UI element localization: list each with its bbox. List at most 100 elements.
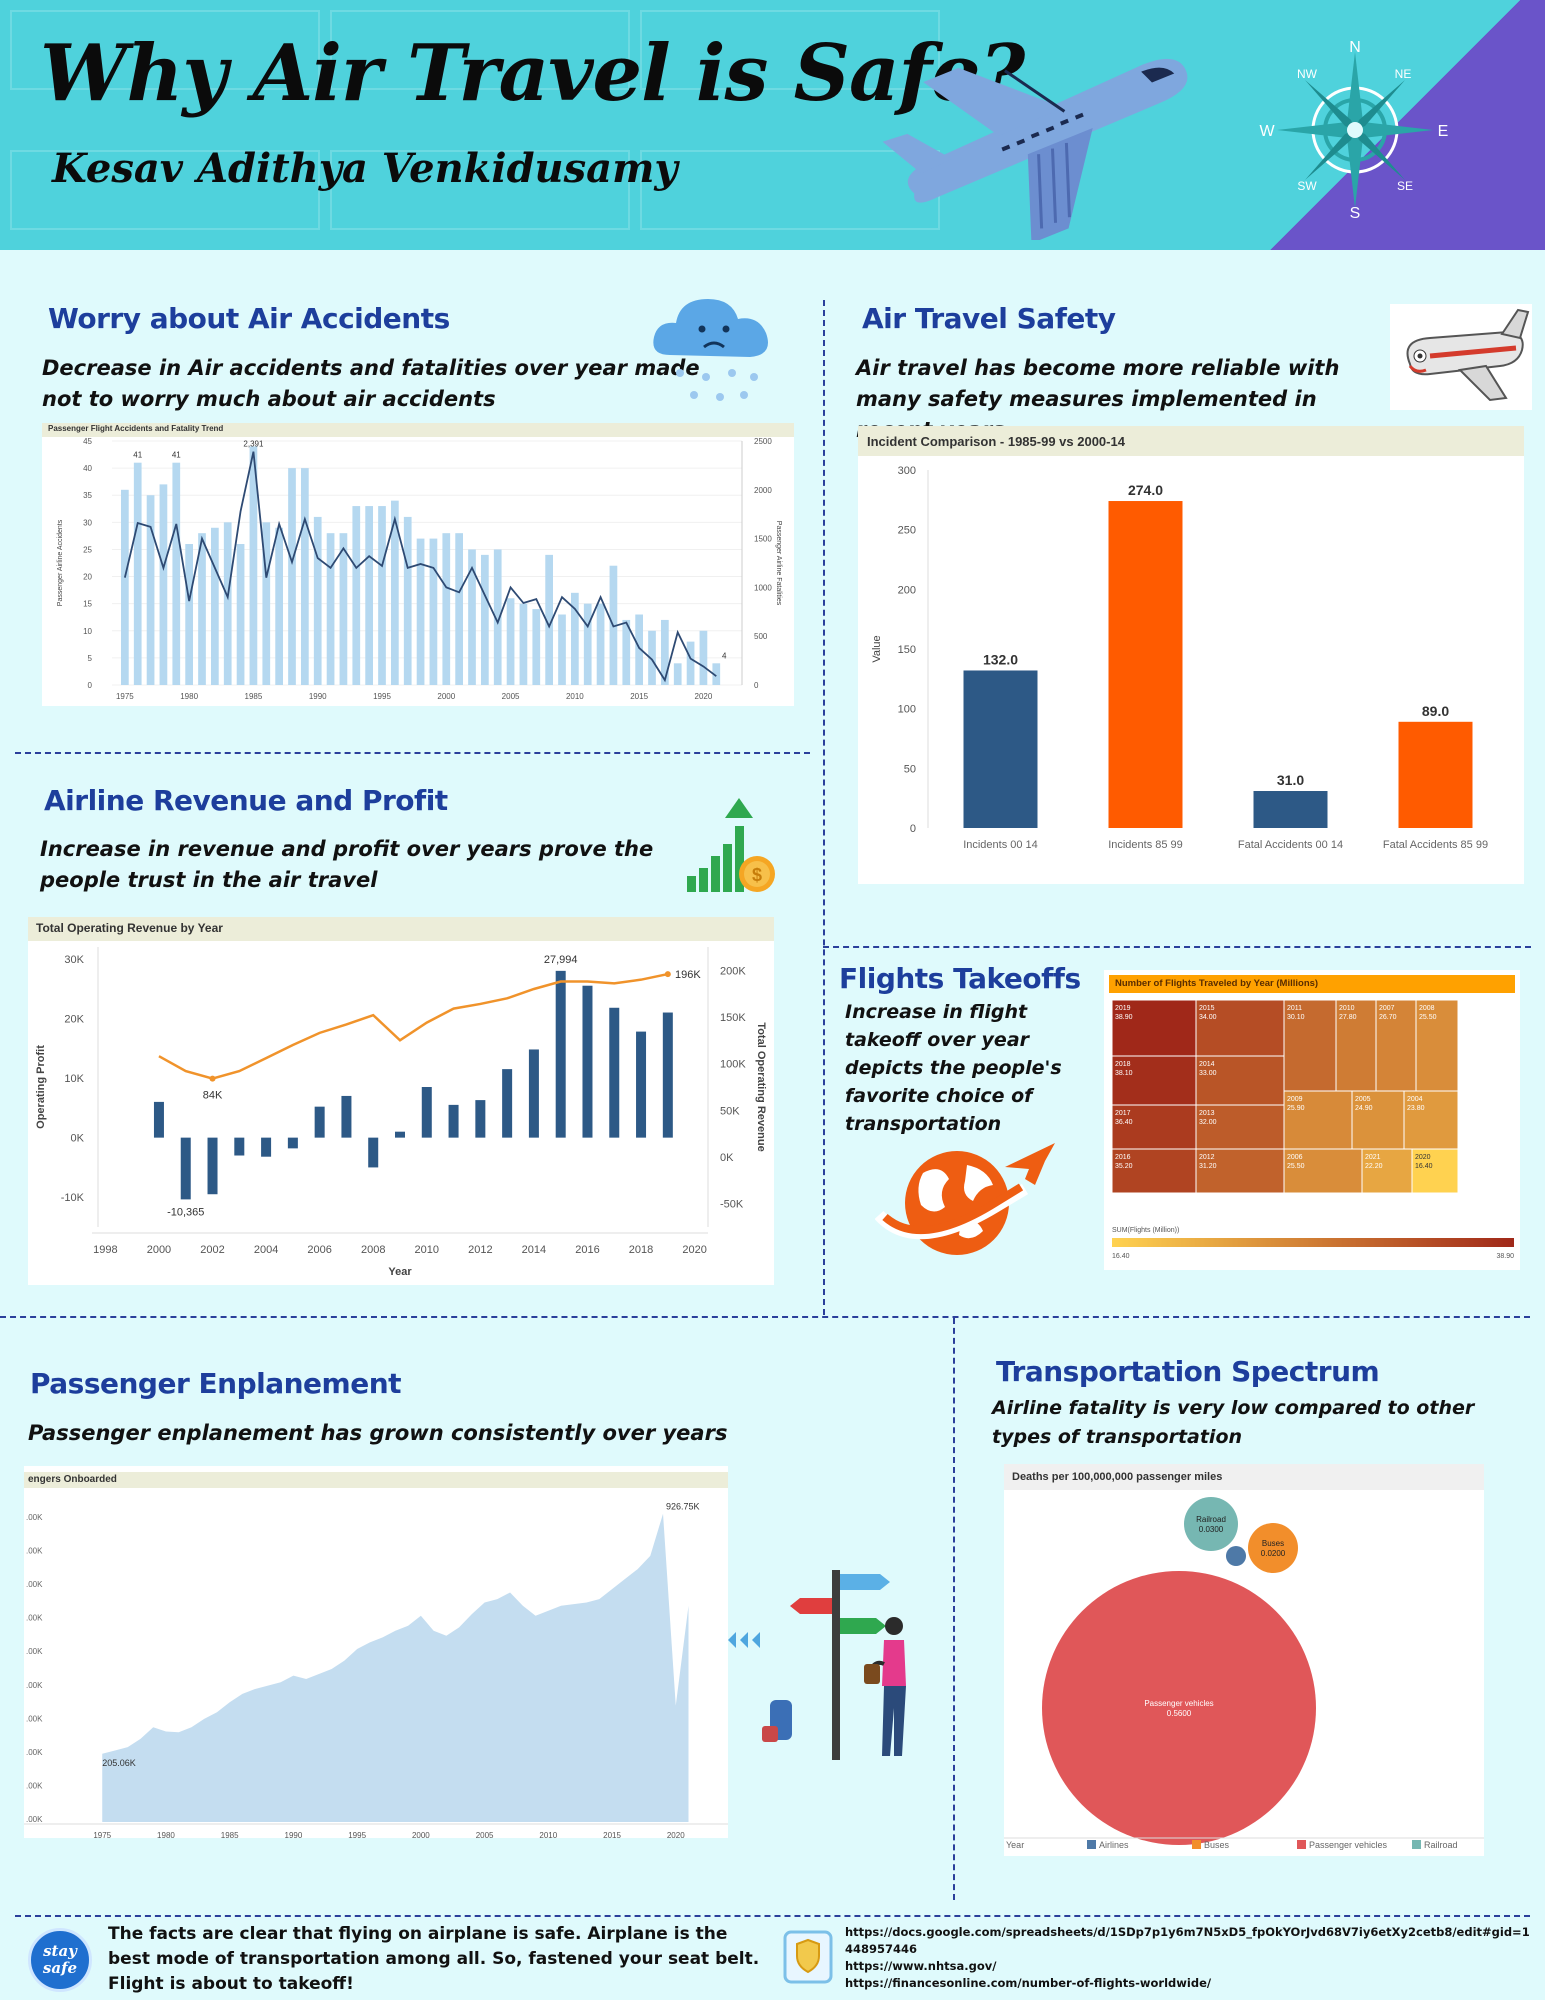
y-tick-label: .00K: [26, 1513, 43, 1522]
compass-nw: NW: [1297, 67, 1318, 81]
bubble-name-label: Railroad: [1196, 1515, 1226, 1524]
enplanement-chart-title: engers Onboarded: [24, 1472, 728, 1488]
accident-bar: [571, 592, 579, 685]
y2-tick-label: 150K: [720, 1012, 746, 1024]
data-label: 41: [172, 451, 181, 460]
accident-bar: [172, 462, 181, 685]
treemap-value-label: 25.50: [1287, 1163, 1305, 1170]
x-tick-label: 2000: [147, 1244, 171, 1256]
y-tick-label: 0: [910, 823, 916, 835]
y-tick-label: 50: [904, 763, 916, 775]
data-label: 205.06K: [102, 1758, 136, 1768]
data-label: 41: [133, 451, 142, 460]
x-tick-label: 2010: [539, 1831, 557, 1838]
accident-bar: [223, 522, 232, 685]
y-tick-label: 10K: [64, 1073, 84, 1085]
flights-treemap: Number of Flights Traveled by Year (Mill…: [1104, 970, 1520, 1270]
revenue-chart-title: Total Operating Revenue by Year: [28, 917, 774, 941]
y-tick-label: 25: [83, 545, 92, 554]
growth-chart-icon: $: [687, 798, 775, 892]
profit-bar: [234, 1137, 245, 1156]
treemap-value-label: 27.80: [1339, 1014, 1357, 1021]
y-tick-label: .00K: [26, 1547, 43, 1556]
cartoon-airplane-icon: [1390, 304, 1532, 410]
y-tick-label: 200: [898, 584, 916, 596]
bubble-passenger-vehicles: [1042, 1571, 1316, 1845]
accident-bar: [545, 554, 553, 685]
treemap-value-label: 26.70: [1379, 1014, 1397, 1021]
accident-bar: [622, 619, 631, 685]
revenue-marker: [664, 971, 671, 978]
legend-title: SUM(Flights (Million)): [1112, 1227, 1179, 1234]
treemap-value-label: 30.10: [1287, 1014, 1305, 1021]
profit-bar: [502, 1069, 513, 1138]
y-tick-label: 10: [83, 627, 92, 636]
x-tick-label: 2020: [682, 1244, 706, 1256]
x-tick-label: 1990: [309, 692, 327, 701]
y2-tick-label: 1500: [754, 535, 772, 544]
treemap-value-label: 38.10: [1115, 1070, 1133, 1077]
profit-bar: [528, 1049, 539, 1138]
y2-tick-label: 0K: [720, 1152, 734, 1164]
x-tick-label: 2006: [307, 1244, 331, 1256]
bar-value-label: 274.0: [1128, 482, 1163, 498]
x-tick-label: 2015: [603, 1831, 621, 1838]
accidents-chart: Passenger Flight Accidents and Fatality …: [42, 423, 794, 706]
profit-bar: [368, 1137, 379, 1168]
y2-axis-label: Total Operating Revenue: [755, 1022, 767, 1151]
incident-chart: Incident Comparison - 1985-99 vs 2000-14…: [858, 426, 1524, 884]
accident-bar: [635, 614, 643, 685]
compass-sw: SW: [1297, 179, 1317, 193]
accident-bar: [455, 533, 463, 685]
legend-swatch: [1412, 1840, 1421, 1849]
source-link-1[interactable]: https://docs.google.com/spreadsheets/d/1…: [845, 1925, 1530, 1956]
spectrum-chart-svg: Passenger vehicles0.5600Railroad0.0300Bu…: [1004, 1497, 1484, 1850]
compass-icon: N NE E SE S SW W NW: [1259, 40, 1448, 220]
legend-label: Railroad: [1424, 1840, 1458, 1850]
y-tick-label: .00K: [26, 1580, 43, 1589]
accidents-chart-title: Passenger Flight Accidents and Fatality …: [42, 423, 794, 437]
svg-text:$: $: [752, 865, 762, 885]
y-tick-label: 20: [83, 573, 92, 582]
bubble-value-label: 0.5600: [1167, 1709, 1192, 1718]
bubble-airlines: [1225, 1545, 1247, 1567]
legend-label: Airlines: [1099, 1840, 1129, 1850]
treemap-year-label: 2012: [1199, 1154, 1215, 1161]
treemap-value-label: 34.00: [1199, 1014, 1217, 1021]
x-category-label: Incidents 00 14: [963, 839, 1038, 851]
x-tick-label: 2010: [566, 692, 584, 701]
incident-bar: [1108, 501, 1183, 828]
data-label: -10,365: [167, 1206, 204, 1218]
accident-bar: [429, 538, 438, 685]
footer-summary: The facts are clear that flying on airpl…: [108, 1924, 760, 1994]
incident-bar: [963, 670, 1038, 828]
treemap-tile: [1411, 1148, 1459, 1194]
accident-bar: [236, 544, 245, 685]
source-link-3[interactable]: https://financesonline.com/number-of-fli…: [845, 1976, 1212, 1990]
accident-bar: [493, 549, 502, 685]
accident-bar: [481, 554, 489, 685]
y-tick-label: 30: [83, 518, 92, 527]
treemap-year-label: 2006: [1287, 1154, 1303, 1161]
treemap-tile: [1195, 1148, 1285, 1194]
incident-chart-svg: 0 50 100 150 200 250 300 Value 132.0 Incidents 00…: [871, 465, 1488, 851]
treemap-value-label: 24.90: [1355, 1105, 1373, 1112]
accident-bar: [378, 506, 386, 685]
compass-w: W: [1259, 123, 1275, 140]
accident-bar: [442, 533, 451, 685]
y2-tick-label: 500: [754, 632, 768, 641]
treemap-value-label: 38.90: [1115, 1014, 1133, 1021]
profit-bar: [207, 1137, 218, 1195]
legend-swatch: [1192, 1840, 1201, 1849]
x-tick-label: 1985: [221, 1831, 239, 1838]
traveler-signpost-icon: [728, 1570, 906, 1760]
source-link-2[interactable]: https://www.nhtsa.gov/: [845, 1959, 997, 1973]
bar-value-label: 89.0: [1422, 703, 1449, 719]
treemap-value-label: 31.20: [1199, 1163, 1217, 1170]
accident-bar: [596, 603, 605, 685]
x-tick-label: 2015: [630, 692, 648, 701]
passenger-area: [102, 1513, 689, 1822]
x-axis-label: Year: [388, 1266, 412, 1278]
data-label: 926.75K: [666, 1502, 700, 1512]
accident-bar: [673, 663, 682, 685]
